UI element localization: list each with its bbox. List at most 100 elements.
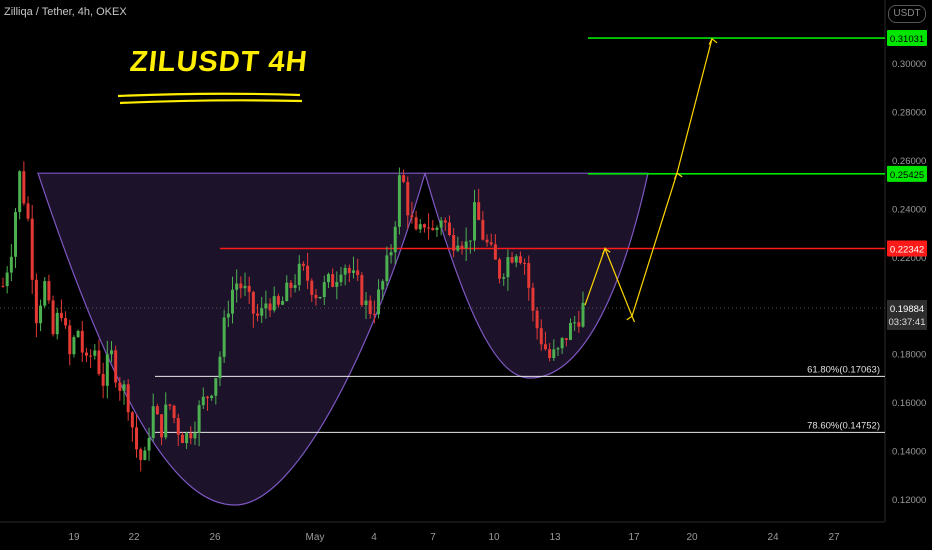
candle-body bbox=[322, 282, 326, 297]
candle-body bbox=[239, 283, 243, 289]
y-tick-label: 0.18000 bbox=[892, 350, 926, 361]
candle-body bbox=[301, 263, 305, 266]
candle-body bbox=[452, 235, 456, 251]
candle-body bbox=[372, 313, 376, 315]
candle-body bbox=[548, 349, 552, 359]
candle-body bbox=[68, 325, 72, 355]
candle-body bbox=[310, 280, 314, 295]
candle-body bbox=[109, 350, 113, 355]
candle-body bbox=[381, 281, 385, 290]
candle-body bbox=[147, 437, 151, 451]
projection-arrowhead bbox=[626, 315, 636, 323]
target-mid-price-label: 0.25425 bbox=[890, 170, 924, 181]
candle-body bbox=[518, 256, 522, 263]
candle-body bbox=[514, 256, 518, 263]
candle-body bbox=[439, 220, 443, 228]
x-tick-label: 20 bbox=[686, 532, 698, 543]
symbol-label: Zilliqa / Tether, 4h, OKEX bbox=[4, 6, 127, 18]
candle-body bbox=[535, 310, 539, 329]
candle-body bbox=[168, 404, 172, 406]
candle-body bbox=[581, 302, 585, 327]
candle-body bbox=[256, 313, 260, 316]
resistance-price-label: 0.22342 bbox=[890, 244, 924, 255]
candle-body bbox=[306, 265, 310, 281]
candle-body bbox=[197, 405, 201, 433]
candle-body bbox=[230, 289, 234, 314]
candle-body bbox=[493, 244, 497, 260]
candle-body bbox=[130, 412, 134, 428]
candle-body bbox=[343, 267, 347, 275]
candle-body bbox=[523, 262, 527, 264]
candle-body bbox=[360, 275, 364, 306]
candle-body bbox=[272, 296, 276, 311]
last-price-label: 0.19884 bbox=[890, 304, 924, 315]
candle-body bbox=[80, 330, 84, 353]
candle-body bbox=[347, 267, 351, 273]
candle-body bbox=[5, 272, 9, 287]
x-tick-label: 7 bbox=[430, 532, 436, 543]
candle-body bbox=[139, 449, 143, 460]
candle-body bbox=[72, 337, 76, 355]
candle-body bbox=[143, 450, 147, 460]
candle-body bbox=[564, 338, 568, 340]
candle-body bbox=[93, 350, 97, 356]
candle-body bbox=[318, 296, 322, 299]
candle-body bbox=[485, 239, 489, 243]
candle-body bbox=[331, 274, 335, 287]
candle-body bbox=[185, 433, 189, 444]
candle-body bbox=[410, 215, 414, 218]
candle-body bbox=[155, 406, 159, 415]
candle-body bbox=[447, 222, 451, 236]
candle-body bbox=[335, 282, 339, 287]
candle-body bbox=[414, 217, 418, 230]
candle-body bbox=[510, 257, 514, 263]
x-tick-label: 13 bbox=[549, 532, 561, 543]
y-tick-label: 0.12000 bbox=[892, 495, 926, 506]
candle-body bbox=[55, 312, 59, 335]
candle-body bbox=[59, 312, 63, 319]
currency-button[interactable]: USDT bbox=[888, 5, 926, 23]
x-tick-label: 19 bbox=[68, 532, 80, 543]
candle-body bbox=[164, 404, 168, 438]
candle-body bbox=[180, 434, 184, 444]
candle-body bbox=[460, 245, 464, 249]
cup-pattern bbox=[37, 172, 426, 506]
candle-body bbox=[418, 224, 422, 230]
candle-body bbox=[326, 274, 330, 283]
candle-body bbox=[118, 382, 122, 391]
candle-body bbox=[247, 285, 251, 292]
y-tick-label: 0.26000 bbox=[892, 156, 926, 167]
candle-body bbox=[47, 281, 51, 301]
candle-body bbox=[435, 227, 439, 231]
candle-body bbox=[543, 344, 547, 350]
candle-body bbox=[260, 308, 264, 316]
y-tick-label: 0.28000 bbox=[892, 107, 926, 118]
candle-body bbox=[498, 259, 502, 279]
candle-body bbox=[431, 227, 435, 231]
candle-body bbox=[34, 279, 38, 324]
candle-body bbox=[193, 432, 197, 439]
candle-body bbox=[114, 350, 118, 383]
target-high-price-label: 0.31031 bbox=[890, 34, 924, 45]
candle-body bbox=[577, 322, 581, 327]
candle-body bbox=[105, 354, 109, 386]
candle-body bbox=[126, 384, 130, 413]
candle-body bbox=[527, 263, 531, 288]
title-underline bbox=[119, 99, 303, 105]
candle-body bbox=[135, 427, 139, 450]
candle-body bbox=[502, 277, 506, 279]
candle-body bbox=[151, 406, 155, 438]
candle-body bbox=[406, 181, 410, 216]
candle-body bbox=[210, 395, 214, 399]
candle-body bbox=[201, 396, 205, 406]
candle-body bbox=[422, 224, 426, 228]
candle-body bbox=[176, 418, 180, 435]
candle-body bbox=[39, 305, 43, 324]
candle-body bbox=[264, 303, 268, 309]
x-tick-label: 26 bbox=[209, 532, 221, 543]
candle-body bbox=[289, 282, 293, 288]
candle-body bbox=[556, 348, 560, 350]
candle-body bbox=[443, 220, 447, 223]
candle-body bbox=[281, 301, 285, 305]
